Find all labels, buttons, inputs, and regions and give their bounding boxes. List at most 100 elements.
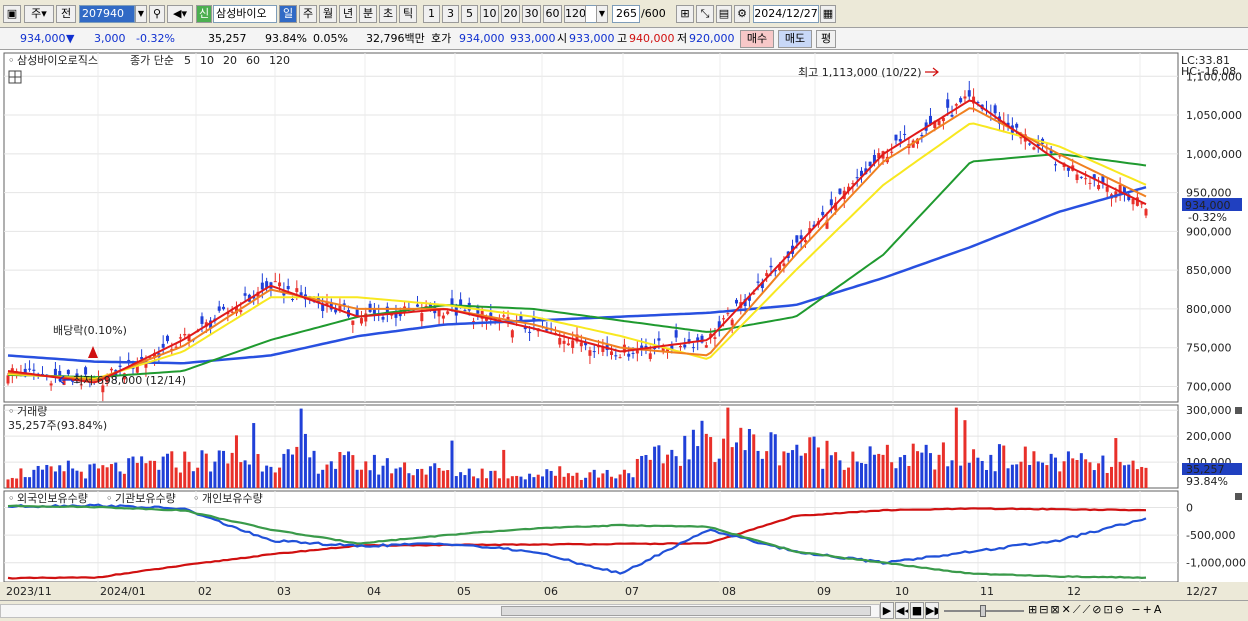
candle-body bbox=[321, 304, 325, 312]
volume-bar bbox=[842, 469, 846, 488]
candle-body bbox=[79, 384, 83, 386]
draw-tool-icon[interactable]: ⤡ bbox=[696, 5, 714, 23]
volume-bar bbox=[696, 446, 700, 488]
candle bbox=[1144, 207, 1148, 219]
code-dropdown-icon[interactable]: ▼ bbox=[135, 5, 147, 23]
period-6-button[interactable]: 틱 bbox=[399, 5, 417, 23]
stock-name-field[interactable]: 삼성바이오 bbox=[213, 5, 277, 23]
compare-icon[interactable]: ⊞ bbox=[676, 5, 694, 23]
volume-last-label: 35,257주(93.84%) bbox=[8, 419, 107, 432]
candle bbox=[28, 360, 32, 372]
save-icon[interactable]: ▤ bbox=[716, 5, 732, 23]
interval-1-button[interactable]: 1 bbox=[423, 5, 440, 23]
volume-bar bbox=[411, 475, 415, 488]
sell-button[interactable]: 매도 bbox=[778, 30, 812, 48]
period-1-button[interactable]: 주 bbox=[299, 5, 317, 23]
interval-3-button[interactable]: 3 bbox=[442, 5, 459, 23]
volume-bar bbox=[756, 450, 760, 488]
volume-bar bbox=[183, 451, 187, 488]
volume-bar bbox=[592, 469, 596, 488]
candle-body bbox=[295, 288, 299, 292]
period-2-button[interactable]: 월 bbox=[319, 5, 337, 23]
interval-5-button[interactable]: 5 bbox=[461, 5, 478, 23]
candle bbox=[928, 108, 932, 127]
zoom-slider-handle[interactable] bbox=[980, 605, 986, 617]
prev-button[interactable]: 전 bbox=[56, 5, 76, 23]
volume-bar bbox=[722, 438, 726, 488]
volume-bar bbox=[972, 449, 976, 488]
candle-body bbox=[1105, 186, 1109, 192]
candle-body bbox=[372, 308, 376, 314]
candle-body bbox=[769, 265, 773, 268]
candle-body bbox=[734, 299, 738, 304]
speaker-icon[interactable]: ◀▾ bbox=[167, 5, 193, 23]
volume-bar bbox=[196, 467, 200, 488]
volume-bar bbox=[584, 477, 588, 488]
code-input[interactable]: 207940 bbox=[79, 5, 135, 23]
empty-select-dropdown-icon[interactable]: ▼ bbox=[596, 5, 608, 23]
candle bbox=[545, 322, 549, 332]
volume-bar bbox=[131, 456, 135, 488]
candle bbox=[209, 317, 213, 336]
x-axis-label-3: 03 bbox=[277, 585, 291, 598]
period-0-button[interactable]: 일 bbox=[279, 5, 297, 23]
volume-bar bbox=[730, 447, 734, 488]
candle-body bbox=[558, 338, 562, 345]
volume-bar bbox=[950, 460, 954, 488]
volume-bar bbox=[821, 468, 825, 488]
candle bbox=[799, 229, 803, 249]
count-input[interactable]: 265 bbox=[612, 5, 640, 23]
volume-bar bbox=[463, 475, 467, 488]
average-button[interactable]: 평 bbox=[816, 30, 836, 48]
search-icon[interactable]: ⚲ bbox=[149, 5, 165, 23]
calendar-icon[interactable]: ▦ bbox=[820, 5, 836, 23]
interval-60-button[interactable]: 60 bbox=[543, 5, 562, 23]
candle bbox=[1135, 190, 1139, 207]
rewind-icon[interactable]: ◀◀ bbox=[895, 602, 909, 619]
volume-bar bbox=[601, 473, 605, 488]
drawing-tools-icon[interactable]: ⊞⊟⊠✕⟋⟋⊘⊡⊖ −+A bbox=[1028, 603, 1164, 616]
stop-icon[interactable]: ■ bbox=[910, 602, 924, 619]
new-badge[interactable]: 신 bbox=[196, 5, 212, 23]
scrollbar-thumb[interactable] bbox=[501, 606, 871, 616]
market-select[interactable]: 주▾ bbox=[24, 5, 54, 23]
candle bbox=[1075, 171, 1079, 184]
volume-bar bbox=[1071, 458, 1075, 488]
volume-tag bbox=[1182, 463, 1242, 475]
scroll-right-icon[interactable]: ▶ bbox=[880, 602, 894, 619]
window-menu-icon[interactable]: ▣ bbox=[3, 5, 21, 23]
interval-30-button[interactable]: 30 bbox=[522, 5, 541, 23]
volume-bar bbox=[10, 477, 14, 488]
date-input[interactable]: 2024/12/27 bbox=[753, 5, 819, 23]
candle-body bbox=[528, 331, 532, 333]
x-axis-label-7: 07 bbox=[625, 585, 639, 598]
candle bbox=[821, 205, 825, 218]
candle bbox=[1118, 177, 1122, 201]
candle-body bbox=[1079, 176, 1083, 178]
forward-icon[interactable]: ▶▶ bbox=[925, 602, 939, 619]
period-5-button[interactable]: 초 bbox=[379, 5, 397, 23]
interval-120-button[interactable]: 120 bbox=[564, 5, 586, 23]
volume-bar bbox=[234, 435, 238, 488]
candle-body bbox=[385, 306, 389, 315]
candle-body bbox=[122, 373, 126, 380]
candle-body bbox=[1097, 185, 1101, 190]
period-4-button[interactable]: 분 bbox=[359, 5, 377, 23]
period-3-button[interactable]: 년 bbox=[339, 5, 357, 23]
volume-bar bbox=[394, 468, 398, 488]
volume-bar bbox=[752, 434, 756, 488]
buy-button[interactable]: 매수 bbox=[740, 30, 774, 48]
candle-body bbox=[1084, 178, 1088, 180]
settings-icon[interactable]: ⚙ bbox=[734, 5, 750, 23]
candle-body bbox=[808, 228, 812, 234]
volume-bar bbox=[364, 461, 368, 488]
candle-body bbox=[834, 202, 838, 211]
scrollbar[interactable] bbox=[0, 604, 880, 618]
candle-body bbox=[1032, 147, 1036, 150]
chart-area[interactable]: 700,000 750,000 800,000 850,000 900,000 950,0… bbox=[0, 50, 1248, 600]
interval-10-button[interactable]: 10 bbox=[480, 5, 499, 23]
volume-bar bbox=[312, 450, 316, 488]
volume-bar bbox=[510, 476, 514, 488]
volume-bar bbox=[79, 471, 83, 488]
interval-20-button[interactable]: 20 bbox=[501, 5, 520, 23]
